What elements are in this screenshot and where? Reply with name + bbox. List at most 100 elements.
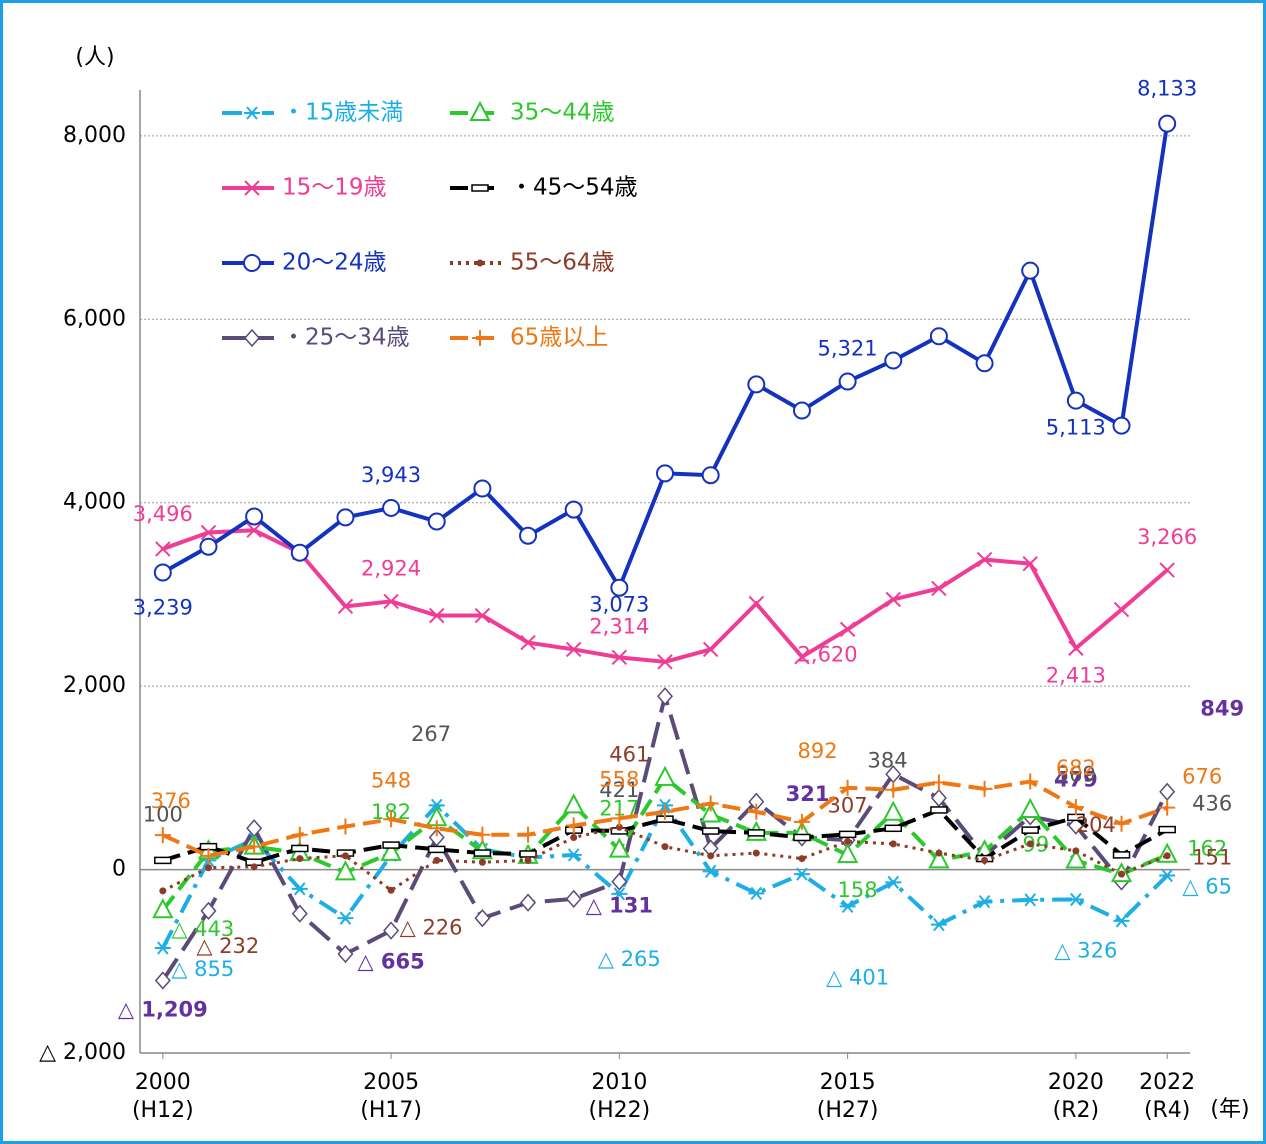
point	[699, 802, 722, 823]
data-label: 849	[1200, 697, 1244, 721]
point	[929, 327, 948, 346]
point	[204, 864, 212, 872]
data-label: 558	[599, 767, 639, 791]
point	[291, 882, 308, 896]
point	[976, 551, 993, 568]
point	[290, 543, 309, 562]
data-label: 676	[1182, 765, 1222, 789]
point	[1158, 114, 1177, 133]
x-tick-label: 2010	[591, 1070, 647, 1095]
point	[839, 779, 856, 796]
legend-item: ・25～34歳	[222, 325, 410, 351]
legend-label: ・15歳未満	[282, 100, 403, 126]
point	[747, 829, 766, 837]
x-tick-era: (H17)	[360, 1098, 422, 1123]
point	[564, 500, 583, 519]
legend-label: 55～64歳	[510, 250, 615, 276]
point	[383, 593, 399, 610]
point	[383, 921, 400, 940]
point	[1026, 840, 1034, 848]
point	[748, 886, 765, 901]
point	[428, 820, 445, 837]
point	[608, 837, 631, 858]
point	[246, 522, 262, 538]
point	[291, 904, 308, 923]
point	[701, 466, 720, 485]
point	[747, 375, 766, 394]
legend-label: 15～19歳	[282, 175, 387, 201]
y-tick-label: △ 2,000	[39, 1040, 126, 1065]
x-tick-era: (H22)	[588, 1098, 650, 1123]
point	[250, 863, 258, 871]
point	[382, 498, 401, 517]
data-label: △ 401	[826, 965, 889, 989]
data-label: △ 65	[1182, 875, 1232, 899]
point	[473, 849, 492, 857]
data-label: 436	[1192, 792, 1232, 816]
point	[154, 827, 171, 844]
point	[701, 827, 720, 835]
data-label: 8,133	[1137, 77, 1197, 101]
legend-item: 20～24歳	[222, 250, 387, 276]
point	[246, 838, 263, 855]
x-tick-label: 2022	[1139, 1070, 1195, 1095]
point	[337, 944, 354, 964]
data-label: △ 855	[171, 957, 234, 981]
point	[656, 464, 674, 483]
point	[474, 826, 491, 843]
point	[654, 765, 676, 786]
data-label: 461	[609, 742, 649, 766]
point	[429, 607, 445, 624]
x-tick-label: 2020	[1048, 1070, 1104, 1095]
point	[1067, 799, 1084, 816]
data-label: 99	[1023, 832, 1050, 856]
point	[882, 800, 904, 821]
point	[1072, 847, 1080, 855]
data-label: 479	[1054, 768, 1098, 792]
series: 100 267 421 384 569 436	[143, 722, 1232, 866]
point	[428, 828, 445, 847]
point	[1066, 391, 1085, 410]
point	[838, 372, 857, 391]
data-label: 384	[868, 748, 908, 772]
data-label: 421	[599, 778, 639, 802]
data-label: 100	[143, 802, 183, 826]
point	[427, 512, 446, 531]
point	[839, 899, 856, 913]
data-label: △ 443	[171, 917, 234, 941]
point	[928, 848, 950, 869]
point	[1159, 799, 1176, 816]
data-label: 3,496	[133, 502, 193, 526]
point	[657, 803, 673, 820]
legend-marker	[244, 328, 260, 348]
data-label: 3,266	[1137, 525, 1197, 549]
point	[657, 687, 673, 706]
point	[707, 852, 715, 860]
legend-label: ・25～34歳	[282, 325, 410, 351]
point	[427, 845, 446, 854]
point	[520, 893, 537, 912]
point	[661, 843, 669, 851]
point	[200, 524, 217, 541]
x-tick-era: (H12)	[132, 1098, 194, 1123]
point	[1158, 825, 1176, 834]
point	[975, 354, 994, 373]
point	[382, 841, 400, 849]
point	[839, 621, 856, 637]
point	[565, 817, 582, 834]
point	[930, 788, 947, 808]
legend-label: ・45～54歳	[510, 175, 638, 201]
data-label: 2,924	[361, 556, 421, 580]
line	[161, 779, 1168, 858]
point	[1159, 782, 1176, 801]
x-unit: (年)	[1210, 1097, 1249, 1122]
legend-item: 15～19歳	[222, 175, 387, 201]
point	[702, 795, 719, 812]
point	[885, 591, 901, 608]
series: 376 548 558 892 682 676	[151, 739, 1222, 864]
point	[383, 811, 400, 828]
line	[162, 528, 1169, 664]
point	[748, 803, 765, 820]
y-unit: (人)	[75, 45, 114, 70]
